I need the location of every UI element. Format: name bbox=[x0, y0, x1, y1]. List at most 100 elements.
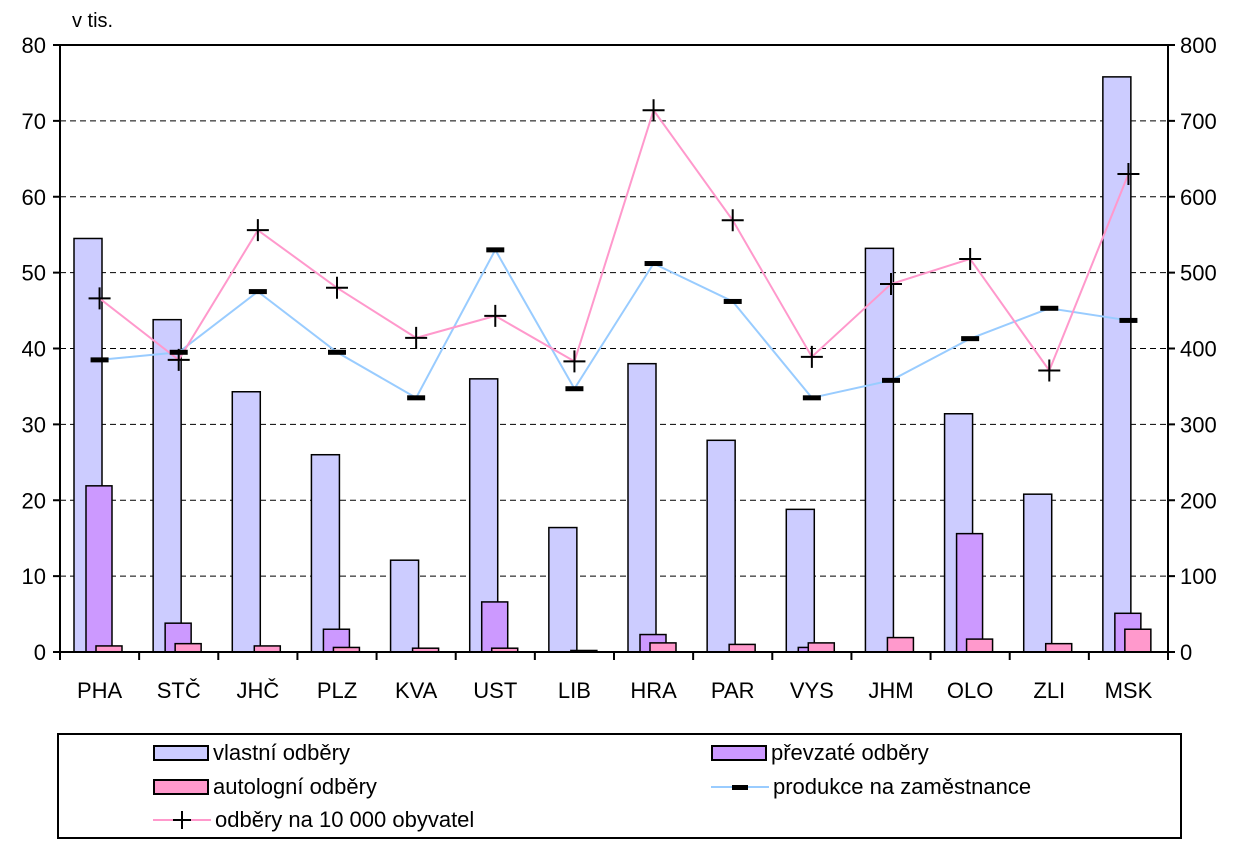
y-tick-label-left: 80 bbox=[22, 33, 46, 58]
marker-dash bbox=[248, 289, 267, 295]
bar-1 bbox=[785, 508, 816, 653]
bar-1 bbox=[548, 526, 578, 653]
marker-plus bbox=[642, 99, 665, 122]
legend-label-odbery-obyvatel: odběry na 10 000 obyvatel bbox=[215, 807, 475, 832]
x-tick-label: HRA bbox=[630, 678, 677, 703]
marker-dash bbox=[486, 247, 505, 253]
marker-dash bbox=[723, 298, 742, 304]
bar-3 bbox=[807, 642, 836, 653]
bar-2 bbox=[480, 601, 509, 653]
bar-3 bbox=[728, 643, 756, 653]
marker-plus bbox=[88, 287, 111, 310]
legend-item-prevzate: převzaté odběry bbox=[711, 738, 929, 768]
x-tick-label: PAR bbox=[711, 678, 755, 703]
marker-plus bbox=[484, 304, 507, 327]
y-axis-unit-label: v tis. bbox=[72, 10, 114, 32]
legend-swatch-odbery-obyvatel bbox=[153, 811, 211, 829]
bar-3 bbox=[965, 638, 994, 653]
y-tick-label-left: 70 bbox=[22, 109, 46, 134]
marker-plus bbox=[880, 273, 902, 296]
series-line-5 bbox=[98, 108, 1130, 373]
bar-1 bbox=[310, 453, 341, 653]
y-tick-label-left: 20 bbox=[22, 488, 46, 513]
y-tick-label-right: 700 bbox=[1180, 109, 1217, 134]
y-tick-label-right: 100 bbox=[1180, 564, 1217, 589]
bar-3 bbox=[1044, 642, 1073, 653]
x-tick-label: OLO bbox=[947, 678, 993, 703]
bar-1 bbox=[231, 390, 262, 653]
chart-area: 0102030405060708001002003004005006007008… bbox=[22, 33, 1217, 703]
marker-dash bbox=[802, 395, 821, 401]
bar-3 bbox=[886, 636, 915, 653]
x-tick-label: KVA bbox=[395, 678, 438, 703]
y-tick-label-right: 300 bbox=[1180, 412, 1217, 437]
series-line-4 bbox=[99, 247, 1129, 400]
legend-swatch-vlastni bbox=[153, 745, 209, 761]
legend-swatch-produkce bbox=[711, 785, 769, 790]
x-tick-label: STČ bbox=[157, 678, 201, 703]
marker-dash bbox=[565, 386, 584, 392]
legend: vlastní odběry převzaté odběry autologní… bbox=[57, 733, 1182, 839]
y-tick-label-left: 60 bbox=[22, 185, 46, 210]
marker-dash bbox=[1040, 305, 1059, 311]
y-tick-label-left: 0 bbox=[34, 640, 46, 665]
y-tick-label-left: 50 bbox=[22, 261, 46, 286]
x-tick-label: PLZ bbox=[317, 678, 357, 703]
marker-plus bbox=[959, 247, 982, 270]
bar-1 bbox=[389, 559, 420, 653]
legend-item-autologni: autologní odběry bbox=[153, 772, 377, 802]
x-tick-label: UST bbox=[473, 678, 517, 703]
marker-plus bbox=[405, 326, 428, 349]
legend-label-produkce: produkce na zaměstnance bbox=[773, 774, 1032, 799]
marker-dash bbox=[1119, 317, 1138, 323]
legend-label-prevzate: převzaté odběry bbox=[771, 740, 929, 765]
marker-dash bbox=[328, 349, 346, 355]
legend-swatch-autologni bbox=[153, 779, 209, 795]
x-tick-label: ZLI bbox=[1033, 678, 1065, 703]
marker-plus bbox=[563, 350, 586, 373]
y-tick-label-right: 500 bbox=[1180, 261, 1217, 286]
legend-swatch-prevzate bbox=[711, 745, 767, 761]
marker-dash bbox=[961, 336, 980, 342]
y-tick-label-right: 0 bbox=[1180, 640, 1192, 665]
marker-plus bbox=[167, 348, 190, 371]
bar-1 bbox=[627, 362, 657, 653]
y-tick-label-left: 40 bbox=[22, 337, 46, 362]
x-tick-label: VYS bbox=[790, 678, 834, 703]
x-tick-label: PHA bbox=[77, 678, 123, 703]
y-tick-label-left: 30 bbox=[22, 412, 46, 437]
legend-item-produkce: produkce na zaměstnance bbox=[711, 772, 1031, 802]
marker-plus bbox=[800, 345, 823, 368]
y-tick-label-left: 10 bbox=[22, 564, 46, 589]
marker-plus bbox=[1117, 162, 1140, 185]
legend-label-autologni: autologní odběry bbox=[213, 774, 377, 799]
marker-dash bbox=[644, 261, 663, 267]
bar-1 bbox=[1022, 493, 1053, 653]
bar-2 bbox=[85, 485, 113, 653]
y-tick-label-right: 200 bbox=[1180, 488, 1217, 513]
bar-3 bbox=[649, 642, 677, 653]
x-tick-label: MSK bbox=[1105, 678, 1153, 703]
x-tick-label: LIB bbox=[558, 678, 591, 703]
legend-label-vlastni: vlastní odběry bbox=[213, 740, 350, 765]
x-tick-label: JHČ bbox=[236, 678, 279, 703]
bar-1 bbox=[864, 247, 895, 653]
y-tick-label-right: 600 bbox=[1180, 185, 1217, 210]
marker-dash bbox=[882, 377, 900, 383]
y-tick-label-right: 400 bbox=[1180, 337, 1217, 362]
x-tick-label: JHM bbox=[868, 678, 913, 703]
marker-plus bbox=[1038, 359, 1061, 382]
bar-1 bbox=[152, 318, 182, 653]
legend-item-odbery-obyvatel: odběry na 10 000 obyvatel bbox=[153, 805, 474, 835]
marker-plus bbox=[326, 276, 348, 299]
marker-plus bbox=[246, 219, 269, 242]
bar-1 bbox=[1102, 76, 1132, 653]
bar-3 bbox=[1124, 628, 1152, 653]
legend-item-vlastni: vlastní odběry bbox=[153, 738, 350, 768]
marker-plus bbox=[721, 209, 744, 232]
bar-3 bbox=[174, 642, 202, 653]
marker-dash bbox=[407, 395, 426, 401]
marker-dash bbox=[90, 357, 109, 363]
bar-1 bbox=[706, 439, 736, 653]
bar-2 bbox=[955, 532, 984, 653]
